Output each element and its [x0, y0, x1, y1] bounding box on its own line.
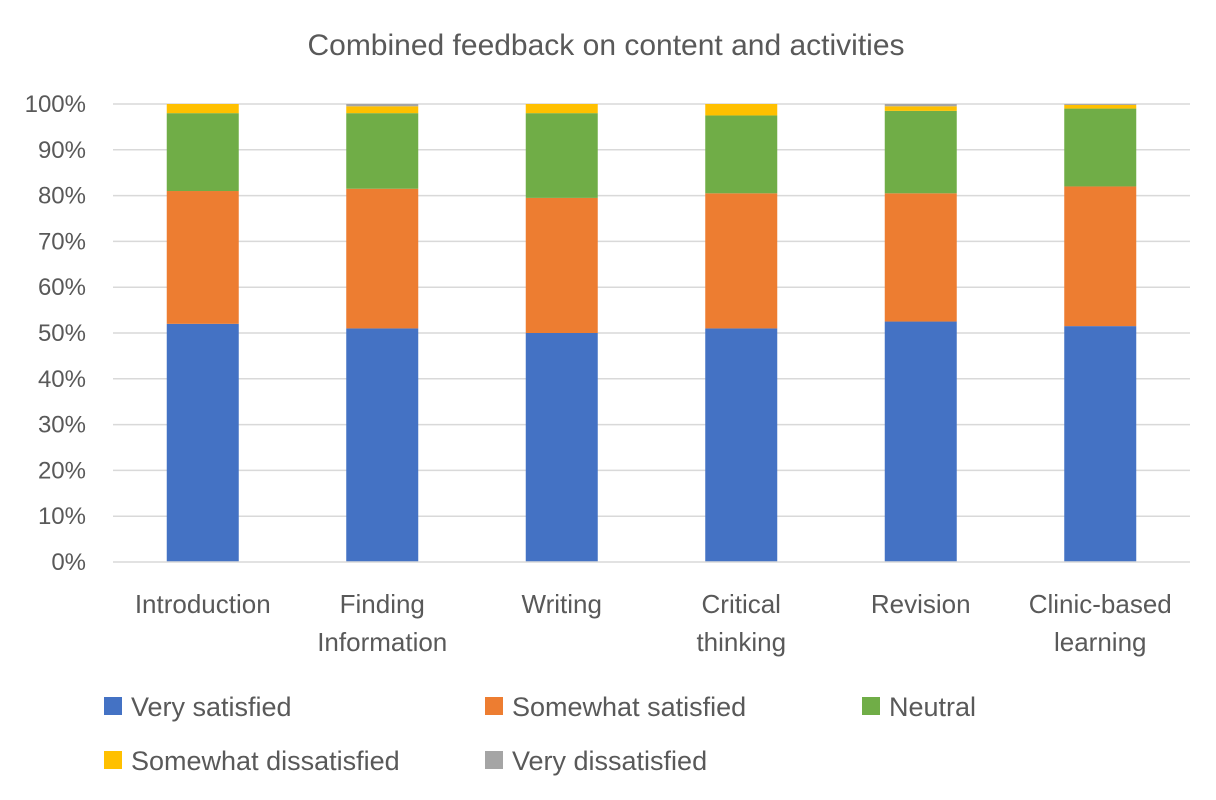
x-category-label: Finding	[340, 589, 425, 619]
bar-segment	[705, 328, 778, 562]
x-category-label: Information	[317, 627, 447, 657]
bar-segment	[166, 191, 239, 324]
bar-segment	[346, 113, 419, 189]
bar-segment	[166, 104, 239, 114]
bar-segment	[346, 188, 419, 329]
bar-segment	[346, 104, 419, 107]
x-axis-category-labels: Introduction Finding Information Writing Cri…	[135, 589, 1172, 657]
legend-swatch	[104, 751, 122, 769]
bar-segment	[705, 115, 778, 194]
y-tick-label: 50%	[38, 320, 86, 347]
bar-segment	[705, 104, 778, 116]
legend-label: Neutral	[889, 692, 976, 722]
x-category-label: Revision	[871, 589, 971, 619]
bars	[166, 104, 1137, 562]
y-axis-tick-labels: 0% 10% 20% 30% 40% 50% 60% 70% 80% 90% 100%	[25, 91, 86, 576]
bar-segment	[884, 193, 957, 322]
x-category-label: Critical	[702, 589, 781, 619]
bar-segment	[705, 193, 778, 329]
bar-segment	[884, 321, 957, 562]
bar-segment	[346, 328, 419, 562]
y-tick-label: 70%	[38, 228, 86, 255]
y-tick-label: 10%	[38, 503, 86, 530]
bar-segment	[884, 110, 957, 194]
bar-segment	[525, 113, 598, 198]
legend-swatch	[485, 751, 503, 769]
bar-segment	[1064, 104, 1137, 109]
bar-segment	[1064, 186, 1137, 327]
y-tick-label: 0%	[51, 549, 86, 576]
y-tick-label: 80%	[38, 183, 86, 210]
y-tick-label: 90%	[38, 137, 86, 164]
y-tick-label: 40%	[38, 366, 86, 393]
legend: Very satisfied Somewhat satisfied Neutral S…	[104, 692, 976, 776]
x-category-label: Introduction	[135, 589, 271, 619]
gridlines	[113, 103, 1190, 517]
legend-label: Very dissatisfied	[512, 746, 707, 776]
legend-label: Very satisfied	[131, 692, 292, 722]
legend-swatch	[485, 697, 503, 715]
x-category-label: Writing	[522, 589, 602, 619]
bar-segment	[166, 323, 239, 562]
bar-segment	[525, 333, 598, 562]
y-tick-label: 100%	[25, 91, 86, 118]
bar-segment	[525, 104, 598, 114]
legend-label: Somewhat dissatisfied	[131, 746, 400, 776]
bar-segment	[1064, 104, 1137, 105]
bar-segment	[1064, 108, 1137, 187]
x-category-label: learning	[1054, 627, 1147, 657]
legend-swatch	[862, 697, 880, 715]
bar-segment	[525, 197, 598, 333]
legend-swatch	[104, 697, 122, 715]
legend-label: Somewhat satisfied	[512, 692, 746, 722]
y-tick-label: 30%	[38, 412, 86, 439]
x-category-label: Clinic-based	[1029, 589, 1172, 619]
chart-title: Combined feedback on content and activit…	[307, 29, 904, 62]
y-tick-label: 20%	[38, 457, 86, 484]
y-tick-label: 60%	[38, 274, 86, 301]
bar-segment	[166, 113, 239, 192]
x-category-label: thinking	[696, 627, 786, 657]
bar-segment	[884, 104, 957, 107]
bar-segment	[884, 106, 957, 111]
bar-segment	[346, 106, 419, 114]
bar-segment	[1064, 326, 1137, 562]
